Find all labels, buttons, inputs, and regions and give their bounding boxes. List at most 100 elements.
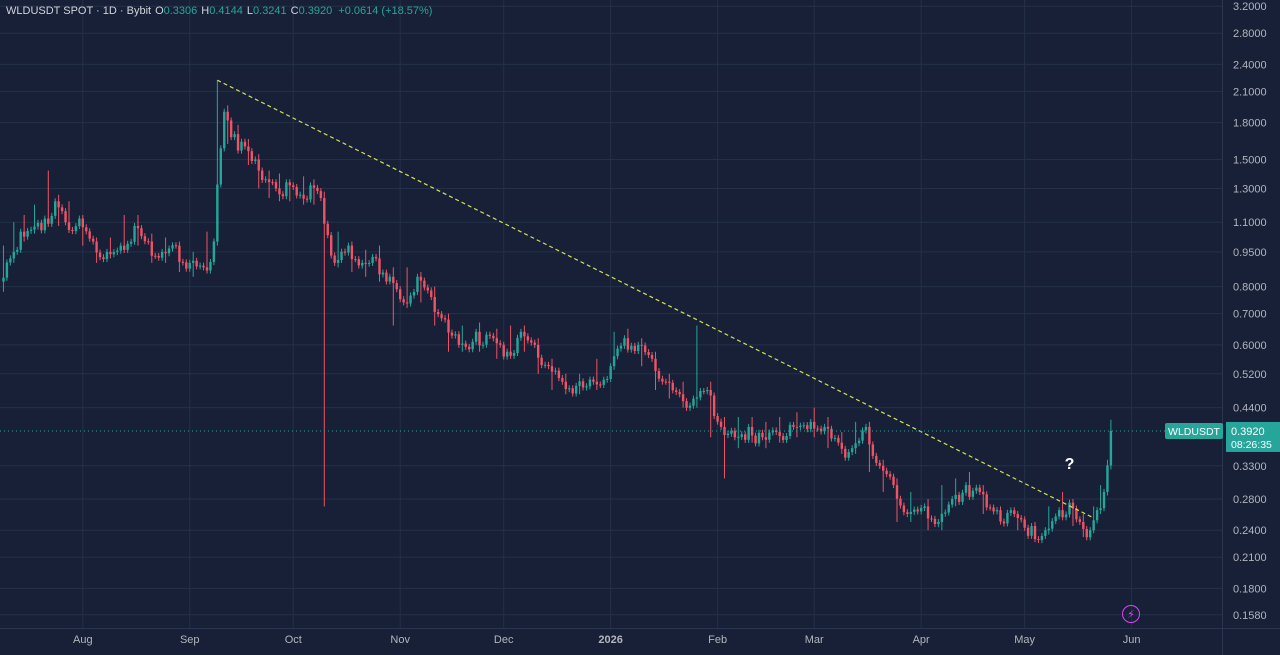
candle-body xyxy=(637,344,640,351)
candle-body xyxy=(988,507,992,509)
candle-body xyxy=(619,345,623,349)
candle-body xyxy=(274,182,278,189)
candle-body xyxy=(195,260,198,267)
candle-body xyxy=(947,504,950,513)
candle-body xyxy=(885,470,888,475)
close-number: 0.3920 xyxy=(298,5,333,17)
candle-body xyxy=(1030,526,1033,536)
candle-body xyxy=(150,241,153,256)
candle-body xyxy=(485,334,488,345)
candle-body xyxy=(923,506,926,508)
candle-body xyxy=(802,425,806,427)
y-tick-label: 2.8000 xyxy=(1233,28,1267,40)
x-tick-label: Feb xyxy=(708,634,727,646)
candle-body xyxy=(519,331,523,338)
candle-body xyxy=(664,381,668,383)
candle-body xyxy=(399,289,402,300)
candle-body xyxy=(543,364,547,366)
candle-body xyxy=(585,386,588,388)
candle-body xyxy=(1078,519,1082,522)
candle-body xyxy=(882,465,885,471)
x-tick-label: Mar xyxy=(805,634,824,646)
candle-body xyxy=(964,485,968,493)
candle-body xyxy=(1009,510,1013,513)
candle-body xyxy=(450,332,454,336)
symbol-title[interactable]: WLDUSDT SPOT · 1D · Bybit xyxy=(6,5,152,17)
candle-body xyxy=(813,421,816,429)
candle-body xyxy=(178,245,181,262)
y-tick-label: 1.1000 xyxy=(1233,217,1267,229)
candle-body xyxy=(1057,510,1061,517)
candle-body xyxy=(740,434,743,437)
candle-body xyxy=(412,292,416,296)
candle-body xyxy=(730,430,733,434)
candle-body xyxy=(33,226,36,230)
candle-body xyxy=(1006,512,1009,524)
candle-body xyxy=(1095,510,1099,521)
candle-body xyxy=(1085,528,1088,538)
candle-body xyxy=(643,345,647,353)
candle-body xyxy=(516,337,519,354)
candle-body xyxy=(499,343,502,345)
candle-body xyxy=(233,134,236,138)
candle-body xyxy=(1071,502,1075,509)
price-axis-tag-bg xyxy=(1226,421,1280,452)
candle-body xyxy=(913,509,916,512)
candle-body xyxy=(650,355,654,359)
candle-body xyxy=(471,341,474,350)
candle-body xyxy=(954,494,957,500)
candle-body xyxy=(488,334,492,336)
candle-body xyxy=(326,223,329,236)
candle-body xyxy=(60,207,64,212)
candle-body xyxy=(202,265,205,268)
candle-body xyxy=(88,231,91,239)
candle-body xyxy=(1040,535,1044,541)
candle-body xyxy=(357,259,360,266)
candle-body xyxy=(57,201,60,208)
candle-body xyxy=(509,351,512,356)
candle-body xyxy=(236,134,240,151)
candle-body xyxy=(640,344,643,346)
candle-body xyxy=(492,335,495,339)
candle-body xyxy=(512,353,516,356)
candle-body xyxy=(868,426,871,445)
candle-body xyxy=(343,251,347,253)
x-tick-label: 2026 xyxy=(598,634,622,646)
candle-body xyxy=(112,252,116,255)
candle-body xyxy=(261,170,264,180)
candle-body xyxy=(209,262,212,271)
low-label: L xyxy=(246,5,254,17)
lightning-bolt-icon[interactable]: ⚡ xyxy=(1122,605,1140,623)
candle-body xyxy=(857,440,861,444)
candle-body xyxy=(830,428,833,439)
candle-body xyxy=(840,442,843,449)
candle-body xyxy=(1051,521,1054,529)
candle-body xyxy=(892,476,895,486)
candle-body xyxy=(340,251,343,260)
candle-body xyxy=(630,345,633,350)
high-number: 0.4144 xyxy=(209,5,243,17)
candle-body xyxy=(19,231,22,250)
candle-body xyxy=(98,252,102,258)
candle-body xyxy=(971,490,975,497)
candle-body xyxy=(685,401,688,408)
candle-body xyxy=(91,238,95,242)
candle-body xyxy=(102,257,105,260)
candle-body xyxy=(1013,510,1016,515)
candle-body xyxy=(502,344,505,357)
candle-body xyxy=(661,378,664,382)
candle-body xyxy=(12,251,15,259)
candle-body xyxy=(578,381,581,386)
candle-body xyxy=(754,435,757,444)
candle-body xyxy=(1068,502,1071,515)
candle-body xyxy=(430,290,433,298)
candle-body xyxy=(295,187,298,196)
y-tick-label: 0.1580 xyxy=(1233,610,1267,622)
x-tick-label: Nov xyxy=(390,634,410,646)
candle-body xyxy=(1064,514,1068,518)
candle-body xyxy=(288,182,291,186)
candle-body xyxy=(806,425,809,430)
candle-body xyxy=(271,182,274,184)
